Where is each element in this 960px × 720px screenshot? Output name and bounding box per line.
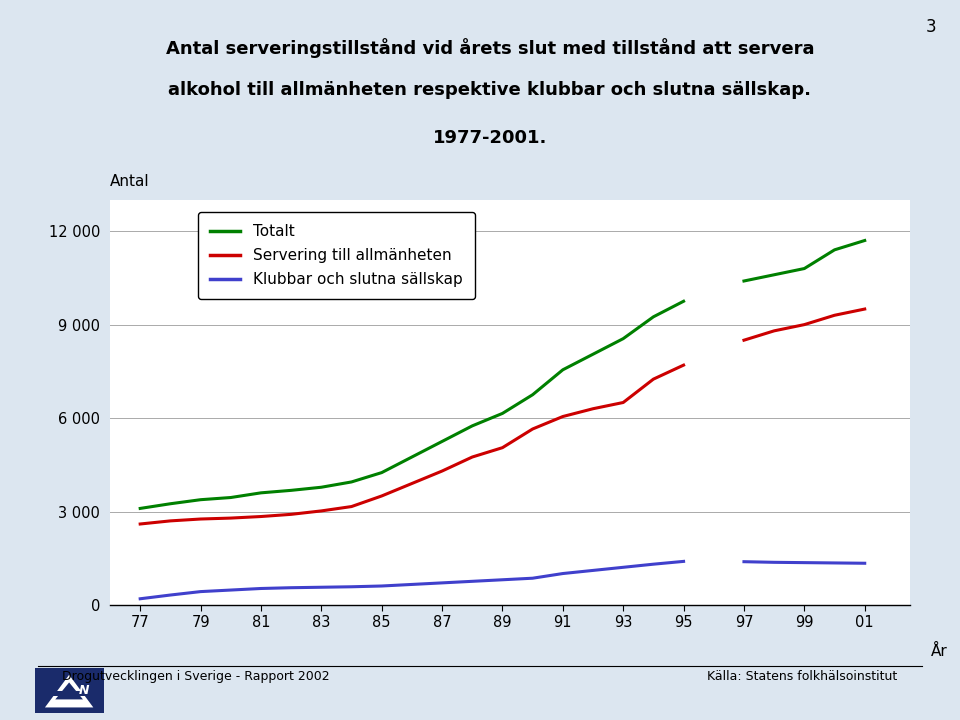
- FancyBboxPatch shape: [52, 691, 86, 696]
- Text: Antal serveringstillstånd vid årets slut med tillstånd att servera: Antal serveringstillstånd vid årets slut…: [166, 38, 814, 58]
- Polygon shape: [45, 675, 93, 708]
- Text: N: N: [79, 684, 89, 697]
- Text: alkohol till allmänheten respektive klubbar och slutna sällskap.: alkohol till allmänheten respektive klub…: [169, 81, 811, 99]
- Text: 1977-2001.: 1977-2001.: [433, 129, 547, 147]
- Text: Antal: Antal: [110, 174, 150, 189]
- Text: År: År: [931, 644, 948, 660]
- Text: 3: 3: [925, 18, 936, 36]
- Legend: Totalt, Servering till allmänheten, Klubbar och slutna sällskap: Totalt, Servering till allmänheten, Klub…: [198, 212, 474, 300]
- Text: Drogutvecklingen i Sverige - Rapport 2002: Drogutvecklingen i Sverige - Rapport 200…: [62, 670, 330, 683]
- FancyBboxPatch shape: [35, 668, 104, 713]
- Text: Källa: Statens folkhälsoinstitut: Källa: Statens folkhälsoinstitut: [708, 670, 898, 683]
- Polygon shape: [56, 683, 83, 699]
